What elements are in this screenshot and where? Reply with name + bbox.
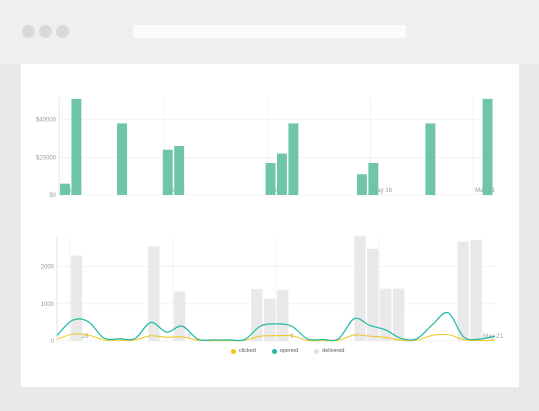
delivered-bar (70, 255, 83, 341)
legend-label-delivered: delivered (322, 348, 345, 354)
x-tick-label: May 16 (372, 188, 392, 194)
browser-window-bar (0, 0, 539, 64)
delivered-bar (470, 239, 482, 341)
revenue-bar (277, 153, 287, 195)
delivered-bar (392, 288, 405, 341)
delivered-bar (367, 248, 379, 341)
revenue-bar (117, 123, 128, 195)
delivered-bar (354, 235, 366, 341)
y-tick-label: $20000 (36, 155, 57, 161)
chart-legend: clicked opened delivered (231, 346, 345, 356)
revenue-bar (482, 98, 493, 195)
revenue-bar (162, 149, 173, 195)
revenue-bar (368, 162, 379, 195)
delivered-bar (148, 246, 160, 341)
revenue-bar (71, 98, 82, 195)
window-minimize-dot[interactable] (39, 25, 52, 38)
clicked-line (56, 333, 496, 342)
revenue-bar (356, 174, 367, 195)
delivered-bar (251, 289, 263, 341)
window-maximize-dot[interactable] (56, 25, 69, 38)
delivered-bar (173, 291, 186, 341)
revenue-bar (174, 146, 185, 195)
delivered-bar (277, 289, 289, 341)
revenue-bar (425, 123, 436, 195)
revenue-bar (265, 162, 276, 195)
y-tick-label: $40000 (36, 118, 57, 124)
legend-swatch-opened (271, 348, 277, 354)
y-tick-label: 1000 (41, 302, 55, 308)
delivered-bar (264, 298, 276, 341)
legend-item-opened[interactable]: opened (271, 346, 299, 356)
legend-label-clicked: clicked (239, 348, 256, 354)
legend-label-opened: opened (279, 348, 299, 354)
legend-swatch-delivered (314, 348, 320, 354)
revenue-bar (288, 123, 299, 195)
opened-line (56, 311, 496, 342)
window-close-dot[interactable] (22, 25, 35, 38)
y-tick-label: $0 (49, 193, 56, 199)
legend-item-delivered[interactable]: delivered (314, 346, 345, 356)
revenue-bar (60, 183, 70, 195)
delivered-bar (380, 288, 392, 341)
y-tick-label: 2000 (41, 265, 55, 271)
address-bar[interactable] (133, 25, 406, 38)
legend-swatch-clicked (231, 348, 236, 354)
delivered-bar (457, 241, 469, 341)
legend-item-clicked[interactable]: clicked (231, 346, 256, 356)
y-tick-label: 0 (51, 339, 55, 345)
